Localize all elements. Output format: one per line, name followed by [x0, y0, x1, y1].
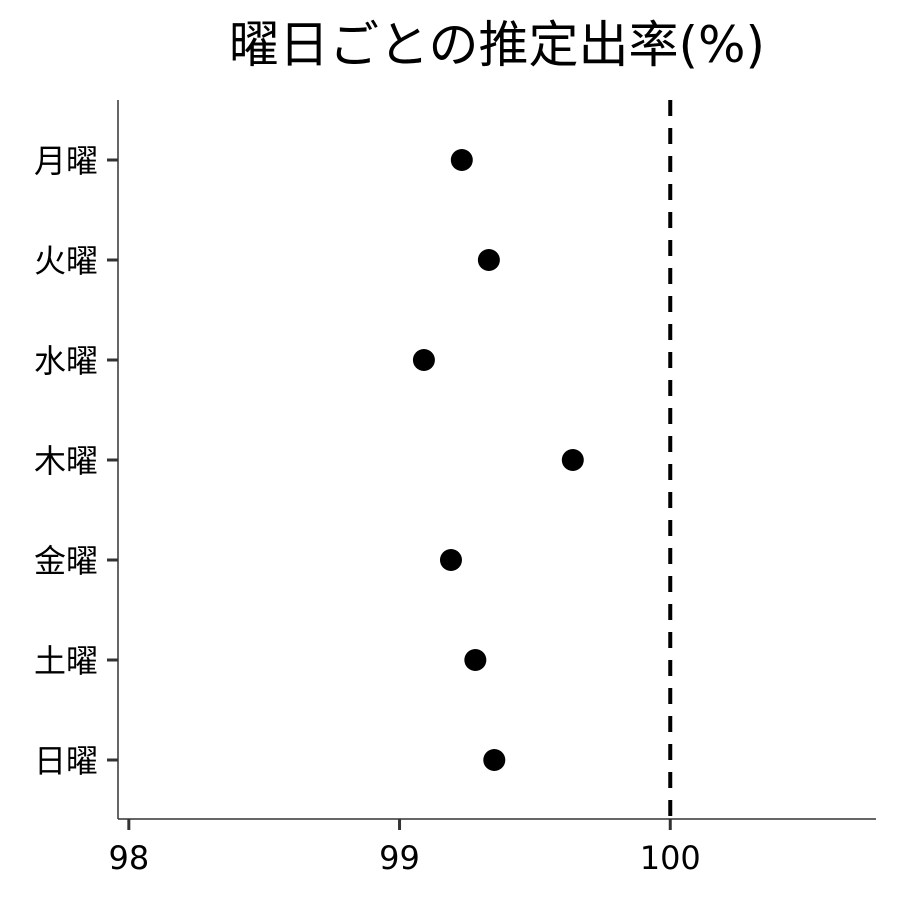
- x-ticks: 98 99 100: [108, 819, 701, 877]
- chart-title: 曜日ごとの推定出率(%): [229, 16, 765, 74]
- x-tick-label: 99: [379, 839, 420, 877]
- data-point: [464, 649, 487, 671]
- data-point: [561, 449, 584, 471]
- data-point: [483, 749, 506, 771]
- data-point: [450, 149, 473, 171]
- data-point: [412, 349, 435, 371]
- y-tick-label: 日曜: [34, 742, 98, 780]
- data-points: [412, 149, 584, 771]
- y-tick-label: 水曜: [34, 342, 98, 380]
- y-tick-label: 月曜: [34, 142, 98, 180]
- y-tick-label: 木曜: [34, 442, 98, 480]
- data-point: [477, 249, 500, 271]
- data-point: [439, 549, 462, 571]
- x-tick-label: 100: [640, 839, 701, 877]
- y-tick-label: 火曜: [34, 242, 98, 280]
- x-tick-label: 98: [108, 839, 149, 877]
- y-tick-label: 金曜: [34, 542, 98, 580]
- axes: [117, 100, 876, 820]
- y-tick-label: 土曜: [34, 642, 98, 680]
